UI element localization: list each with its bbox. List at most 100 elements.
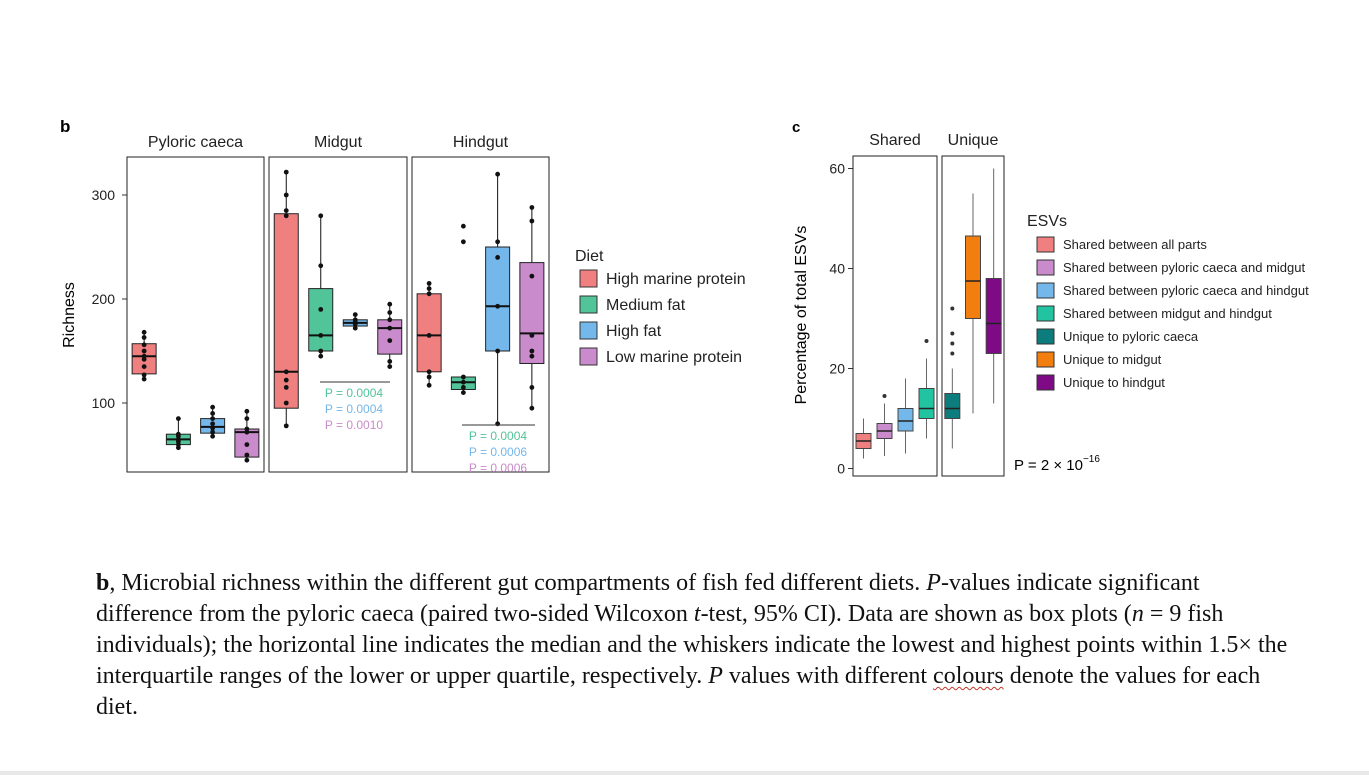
b-legend-label-medium-fat: Medium fat [606,297,686,314]
b-facet-frame-hindgut [411,156,550,473]
b-box-midgut-low-marine-protein-point-6 [387,301,393,307]
b-pvalue-midgut-0: P = 0.0004 [325,386,383,400]
b-box-hindgut-low-marine-protein-point-1 [529,385,535,390]
b-box-hindgut-high-fat [485,246,511,352]
c-legend-swatch-unique-to-pyloric-caeca [1036,328,1055,345]
b-pvalue-hindgut-0: P = 0.0004 [469,429,527,443]
b-box-midgut-medium-fat-point-1 [318,348,324,354]
b-box-hindgut-high-fat-point-4 [495,239,501,245]
c-legend-swatch-unique-to-hindgut [1036,374,1055,391]
c-facet-label-shared: Shared [869,132,921,149]
b-box-hindgut-high-marine-protein-point-0 [426,382,432,388]
b-box-pyloric-caeca-high-marine-protein-point-7 [141,335,147,340]
b-legend-label-high-marine-protein: High marine protein [606,271,746,288]
b-ytick-label-100: 100 [92,395,116,411]
b-box-hindgut-low-marine-protein-point-4 [529,333,535,338]
b-box-pyloric-caeca-high-marine-protein-point-6 [141,342,147,348]
b-box-pyloric-caeca-high-marine-protein-point-5 [141,348,147,354]
b-ytick-label-300: 300 [92,187,116,203]
b-box-pyloric-caeca-low-marine-protein-point-2 [244,442,250,447]
b-box-hindgut-medium-fat-point-3 [460,374,466,380]
caption-n-italic: n [1131,601,1144,627]
c-legend-swatch-shared-between-midgut-and-hindgut [1036,305,1055,322]
c-ytick-label-60: 60 [829,161,845,177]
b-box-midgut-low-marine-protein-point-0 [387,364,393,369]
panel-b-label: b [60,117,70,136]
panel-c-y-axis-label: Percentage of total ESVs [793,226,810,405]
b-box-midgut-low-marine-protein-point-4 [387,317,393,323]
b-box-midgut-high-marine-protein-point-7 [283,192,289,198]
b-legend-swatch-high-fat [579,321,598,340]
c-facet-label-unique: Unique [948,132,999,149]
caption-p-italic-1: P [926,570,941,596]
b-box-hindgut-medium-fat-point-0 [460,390,466,395]
b-box-midgut-low-marine-protein-point-2 [387,338,393,343]
c-legend-swatch-unique-to-midgut [1036,351,1055,368]
caption-text-6: denote the values for each diet. [96,663,1267,720]
b-box-midgut-high-marine-protein-point-3 [283,377,289,383]
b-box-hindgut-low-marine-protein-point-5 [529,273,535,279]
c-legend-swatch-shared-between-all-parts [1036,236,1055,253]
c-box-unique-to-hindgut [985,278,1002,354]
b-box-midgut-medium-fat-point-2 [318,333,324,338]
b-pvalue-hindgut-1: P = 0.0006 [469,445,527,459]
b-facet-label-pyloric-caeca: Pyloric caeca [148,134,243,151]
b-box-hindgut-high-marine-protein-point-1 [426,374,432,380]
b-box-midgut-medium-fat-point-3 [318,307,324,312]
c-legend-label-unique-to-hindgut: Unique to hindgut [1063,375,1165,390]
b-box-pyloric-caeca-high-fat-point-2 [210,425,216,431]
b-box-pyloric-caeca-low-marine-protein-point-4 [244,426,250,432]
b-box-hindgut-high-fat-point-5 [495,171,501,177]
b-box-midgut-high-marine-protein-point-5 [283,213,289,219]
b-box-hindgut-low-marine-protein-point-6 [529,218,535,224]
b-box-pyloric-caeca-low-marine-protein-point-5 [244,416,250,421]
b-box-hindgut-medium-fat-point-1 [460,385,466,390]
b-legend-swatch-high-marine-protein [579,269,598,288]
b-facet-label-midgut: Midgut [314,134,363,151]
b-pvalue-hindgut-2: P = 0.0006 [469,461,527,475]
b-box-hindgut-medium-fat-point-5 [460,223,466,229]
b-box-hindgut-low-marine-protein-point-0 [529,405,535,411]
b-box-hindgut-low-marine-protein [519,262,545,364]
caption-text-1: , Microbial richness within the differen… [109,570,927,596]
c-legend-label-shared-between-all-parts: Shared between all parts [1063,237,1207,252]
b-box-midgut-high-fat-point-0 [352,325,358,331]
b-facet-frame-pyloric-caeca [126,156,265,473]
c-facet-frame-shared [852,155,938,477]
b-legend-swatch-medium-fat [579,295,598,314]
panel-c-p-value-exponent: −16 [1083,454,1100,465]
caption-text-3: -test, 95% CI). Data are shown as box pl… [700,601,1132,627]
b-box-midgut-low-marine-protein-point-3 [387,325,393,331]
b-box-pyloric-caeca-medium-fat-point-5 [175,431,181,437]
b-box-pyloric-caeca-high-marine-protein-point-1 [141,372,147,378]
c-box-shared-between-midgut-and-hindgut-outlier-0 [924,339,929,343]
b-box-hindgut-high-marine-protein-point-4 [426,291,432,297]
b-ytick-label-200: 200 [92,291,116,307]
b-box-hindgut-high-marine-protein-point-2 [426,369,432,375]
b-legend-title: Diet [575,248,604,265]
panel-b-facets: Pyloric caeca Midgut Hindgut P = 0.0004 P = … [126,134,550,475]
b-box-pyloric-caeca-medium-fat-point-6 [175,416,181,421]
b-box-midgut-high-marine-protein-point-6 [283,208,289,214]
b-box-midgut-low-marine-protein-point-5 [387,310,393,315]
c-facet-frame-unique [941,155,1005,477]
b-box-hindgut-high-marine-protein-point-6 [426,281,432,286]
c-box-shared-between-midgut-and-hindgut [918,388,935,419]
panel-c-legend: ESVs Shared between all parts Shared betwe… [1027,213,1309,391]
b-box-hindgut-high-fat-point-3 [495,255,501,260]
panel-c-y-axis: 0 20 40 60 [829,161,853,477]
b-box-pyloric-caeca-high-fat-point-3 [210,421,216,427]
c-ytick-label-0: 0 [837,461,845,477]
b-facet-frame-midgut [268,156,408,473]
b-facet-label-hindgut: Hindgut [453,134,509,151]
panel-c-p-value: P = 2 × 10−16 [1014,454,1100,474]
b-box-pyloric-caeca-high-fat-point-1 [210,429,216,435]
c-box-unique-to-pyloric-caeca-outlier-3 [950,306,955,311]
b-legend-label-high-fat: High fat [606,323,662,340]
c-box-unique-to-pyloric-caeca-outlier-1 [950,341,955,346]
b-box-hindgut-low-marine-protein-point-3 [529,348,535,354]
b-box-midgut-medium-fat-point-5 [318,213,324,219]
panel-b-y-axis-label: Richness [61,282,78,348]
b-box-hindgut-medium-fat-point-4 [460,239,466,245]
